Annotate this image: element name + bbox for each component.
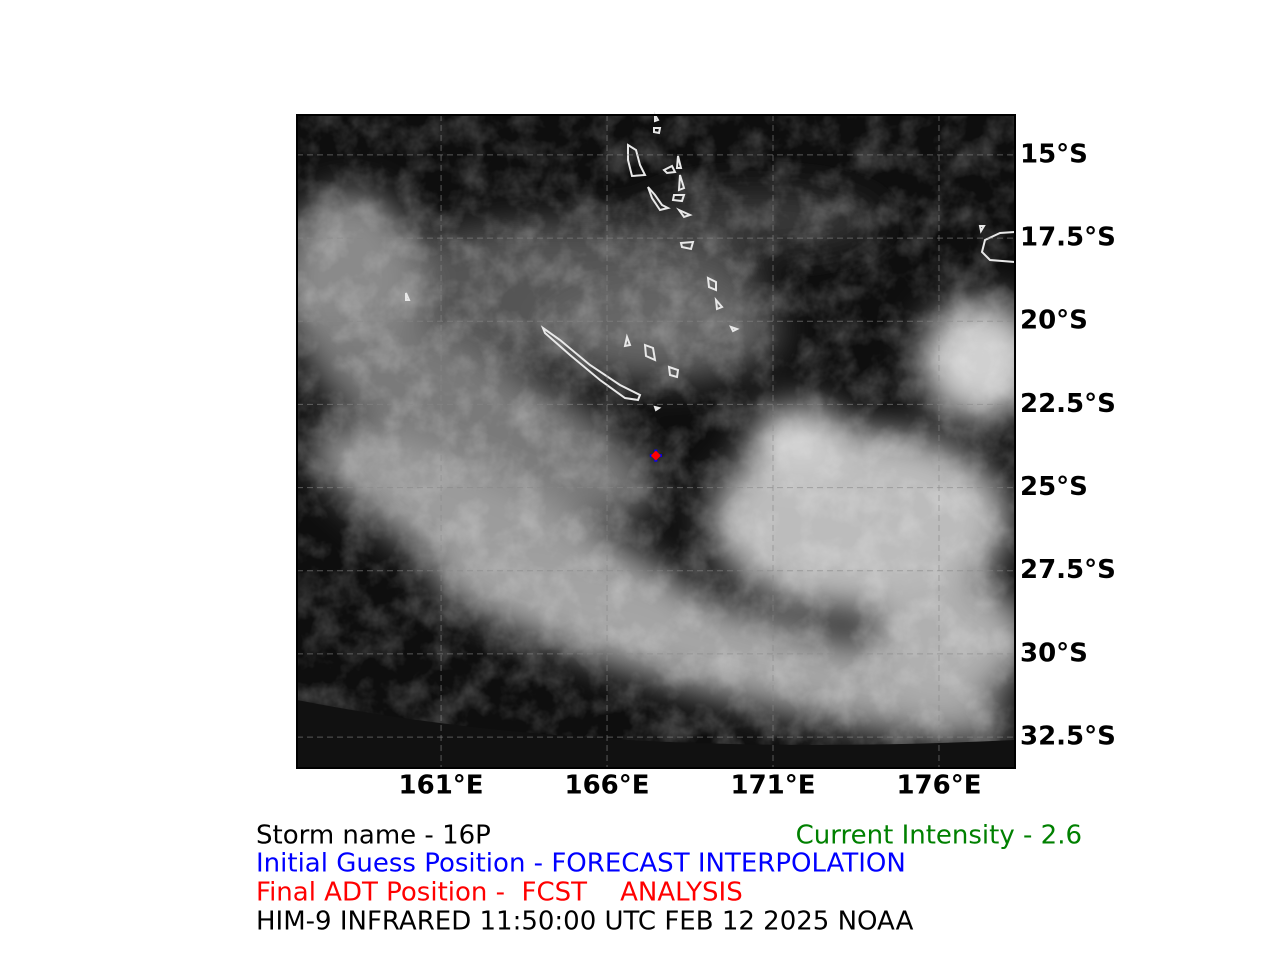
map-frame — [296, 114, 1016, 769]
x-tick-label: 176°E — [896, 771, 981, 801]
y-tick-label: 22.5°S — [1020, 389, 1116, 419]
x-tick-label: 161°E — [399, 771, 484, 801]
markers — [649, 449, 662, 462]
ticks: 161°E 166°E 171°E 176°E 15°S 17.5°S 20°S 22.5°S… — [399, 139, 1116, 800]
coastlines — [405, 111, 1016, 412]
final-adt-marker — [650, 450, 661, 461]
grid — [297, 115, 1015, 768]
y-tick-label: 25°S — [1020, 472, 1088, 502]
y-tick-label: 27.5°S — [1020, 555, 1116, 585]
x-tick-label: 171°E — [730, 771, 815, 801]
satellite-image — [297, 115, 1015, 768]
y-tick-label: 30°S — [1020, 638, 1088, 668]
y-tick-label: 20°S — [1020, 306, 1088, 336]
final-adt: Final ADT Position - FCST ANALYSIS — [256, 878, 743, 908]
source: HIM-9 INFRARED 11:50:00 UTC FEB 12 2025 … — [256, 907, 914, 937]
y-tick-label: 17.5°S — [1020, 223, 1116, 253]
x-tick-label: 166°E — [565, 771, 650, 801]
initial-guess: Initial Guess Position - FORECAST INTERP… — [256, 849, 906, 879]
current-intensity: Current Intensity - 2.6 — [796, 821, 1082, 851]
y-tick-label: 15°S — [1020, 139, 1088, 169]
storm-name: Storm name - 16P — [256, 821, 491, 851]
y-tick-label: 32.5°S — [1020, 722, 1116, 752]
